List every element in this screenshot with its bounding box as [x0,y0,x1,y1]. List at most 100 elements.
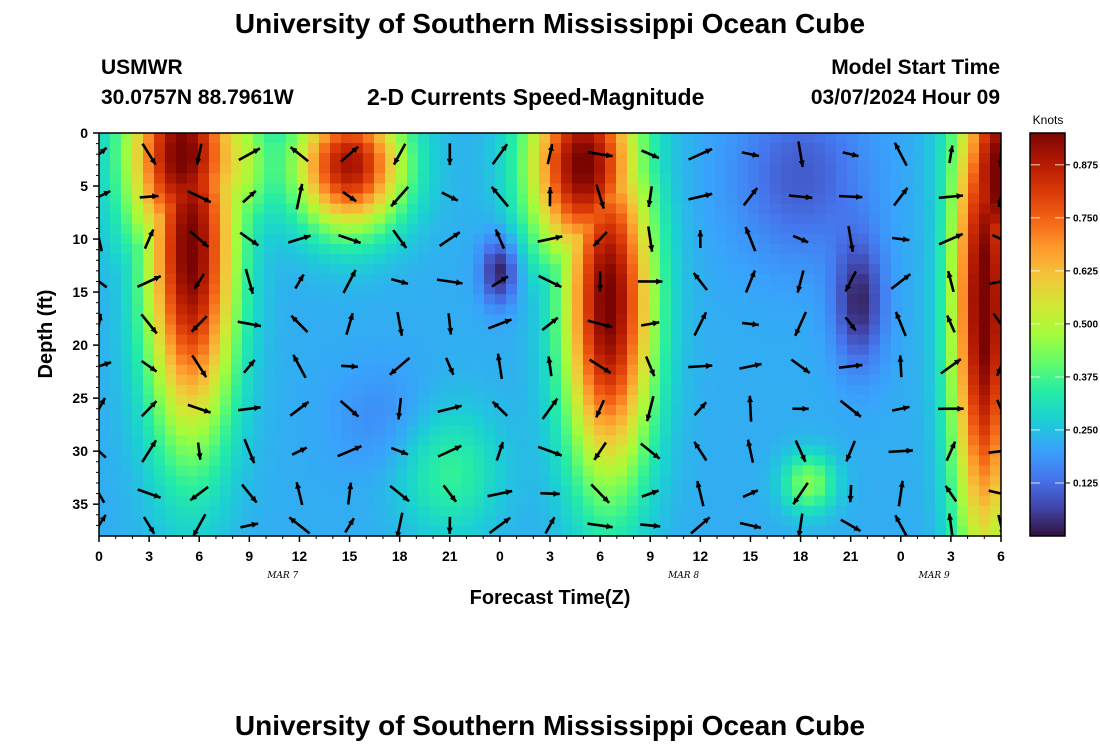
heatmap-cell [407,213,419,225]
heatmap-cell [165,445,177,457]
heatmap-cell [341,495,353,507]
heatmap-cell [484,193,496,205]
heatmap-cell [132,213,144,225]
heatmap-cell [957,525,969,536]
heatmap-cell [847,364,859,376]
heatmap-cell [264,445,276,457]
heatmap-cell [473,455,485,467]
heatmap-cell [220,213,232,225]
heatmap-cell [979,515,991,527]
heatmap-cell [869,455,881,467]
heatmap-cell [605,525,617,536]
heatmap-cell [869,495,881,507]
heatmap-cell [715,314,727,326]
heatmap-cell [528,485,540,497]
heatmap-cell [429,405,441,416]
heatmap-cell [561,133,573,144]
heatmap-cell [671,334,683,346]
heatmap-cell [990,334,1001,346]
heatmap-cell [396,183,408,195]
heatmap-cell [286,525,298,536]
heatmap-cell [297,223,309,235]
heatmap-cell [209,485,221,497]
current-vector [544,516,556,535]
heatmap-cell [462,274,474,285]
heatmap-cell [143,475,155,487]
heatmap-cell [99,213,111,225]
heatmap-cell [462,445,474,457]
current-vector [191,354,208,378]
heatmap-cell [803,455,815,467]
heatmap-cell [517,435,529,447]
heatmap-cell [462,173,474,185]
heatmap-cell [935,324,947,336]
heatmap-cell [143,133,155,144]
heatmap-cell [583,263,595,275]
heatmap-cell [385,394,397,406]
heatmap-cell [737,465,749,477]
heatmap-cell [605,344,617,356]
heatmap-cell [528,233,540,245]
heatmap-cell [704,233,716,245]
heatmap-cell [869,314,881,326]
heatmap-cell [935,354,947,366]
heatmap-cell [275,384,287,396]
heatmap-cell [825,163,837,174]
heatmap-cell [550,324,562,336]
heatmap-cell [231,324,243,336]
heatmap-cell [781,193,793,205]
heatmap-cell [341,344,353,356]
heatmap-cell [550,133,562,144]
heatmap-cell [473,203,485,215]
heatmap-cell [605,243,617,255]
heatmap-cell [957,294,969,305]
heatmap-cell [330,394,342,406]
heatmap-cell [539,475,551,487]
heatmap-cell [550,415,562,426]
heatmap-cell [198,213,210,225]
heatmap-cell [429,173,441,185]
heatmap-cell [495,505,507,517]
heatmap-cell [572,173,584,185]
heatmap-cell [495,163,507,174]
x-tick-label: 0 [95,548,103,564]
heatmap-cell [99,354,111,366]
heatmap-cell [385,354,397,366]
heatmap-cell [528,384,540,396]
heatmap-cell [880,495,892,507]
heatmap-cell [297,143,309,154]
heatmap-cell [770,485,782,497]
heatmap-cell [726,515,738,527]
heatmap-cell [253,495,265,507]
heatmap-cell [528,334,540,346]
heatmap-cell [825,213,837,225]
heatmap-cell [704,314,716,326]
heatmap-cell [539,294,551,305]
heatmap-cell [880,384,892,396]
heatmap-cell [660,425,672,436]
heatmap-cell [803,284,815,295]
heatmap-cell [198,143,210,154]
heatmap-cell [715,394,727,406]
heatmap-cell [891,384,903,396]
heatmap-cell [132,243,144,255]
heatmap-cell [913,515,925,527]
heatmap-cell [253,253,265,265]
heatmap-cell [858,435,870,447]
heatmap-cell [264,173,276,185]
heatmap-cell [187,455,199,467]
heatmap-cell [781,485,793,497]
heatmap-cell [517,203,529,215]
heatmap-cell [693,233,705,245]
heatmap-cell [715,294,727,305]
heatmap-cell [363,163,375,174]
heatmap-cell [539,173,551,185]
heatmap-cell [616,173,628,185]
heatmap-cell [825,263,837,275]
heatmap-cell [627,525,639,536]
heatmap-cell [319,304,331,316]
heatmap-cell [451,284,463,295]
heatmap-cell [616,465,628,477]
heatmap-cell [550,213,562,225]
heatmap-cell [231,143,243,154]
